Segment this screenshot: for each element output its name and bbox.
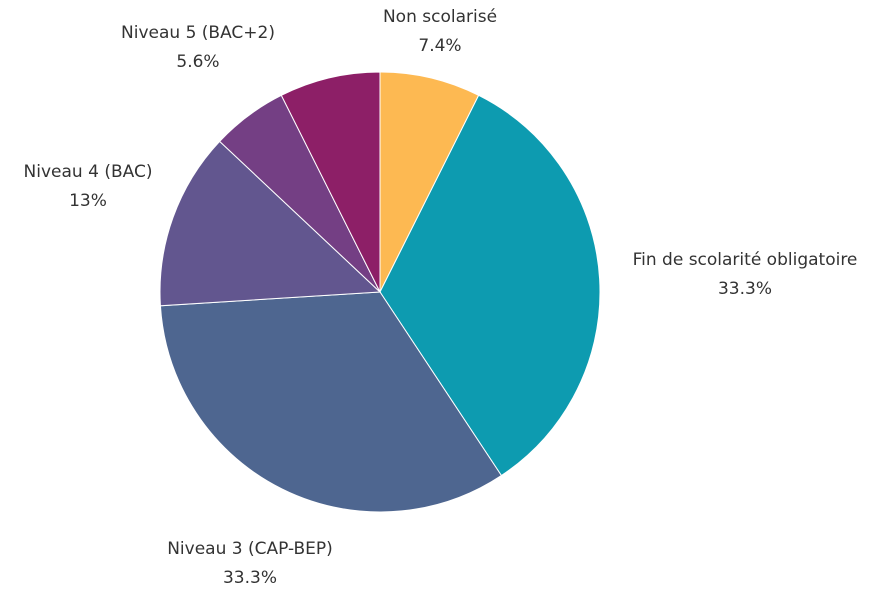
slice-label-3: Niveau 3 (CAP-BEP) (167, 539, 333, 559)
pie-slice-6 (280, 71, 381, 293)
slice-value-4: 13% (69, 191, 107, 211)
pie-labels: Non scolarisé 7.4% Fin de scolarité obliga… (24, 7, 858, 588)
pie-slice-4 (159, 140, 382, 307)
slice-label-2: Fin de scolarité obligatoire (633, 250, 858, 270)
slice-label-4: Niveau 4 (BAC) (24, 162, 153, 182)
pie-slice-3 (159, 291, 503, 513)
pie-slice-1 (379, 71, 480, 293)
slice-value-3: 33.3% (223, 568, 277, 588)
slice-value-5: 5.6% (176, 52, 219, 72)
pie-slices (159, 71, 601, 513)
pie-slice-2 (379, 94, 601, 477)
slice-label-5: Niveau 5 (BAC+2) (121, 23, 275, 43)
slice-value-1: 7.4% (418, 36, 461, 56)
slice-value-2: 33.3% (718, 279, 772, 299)
slice-label-1: Non scolarisé (383, 7, 497, 27)
